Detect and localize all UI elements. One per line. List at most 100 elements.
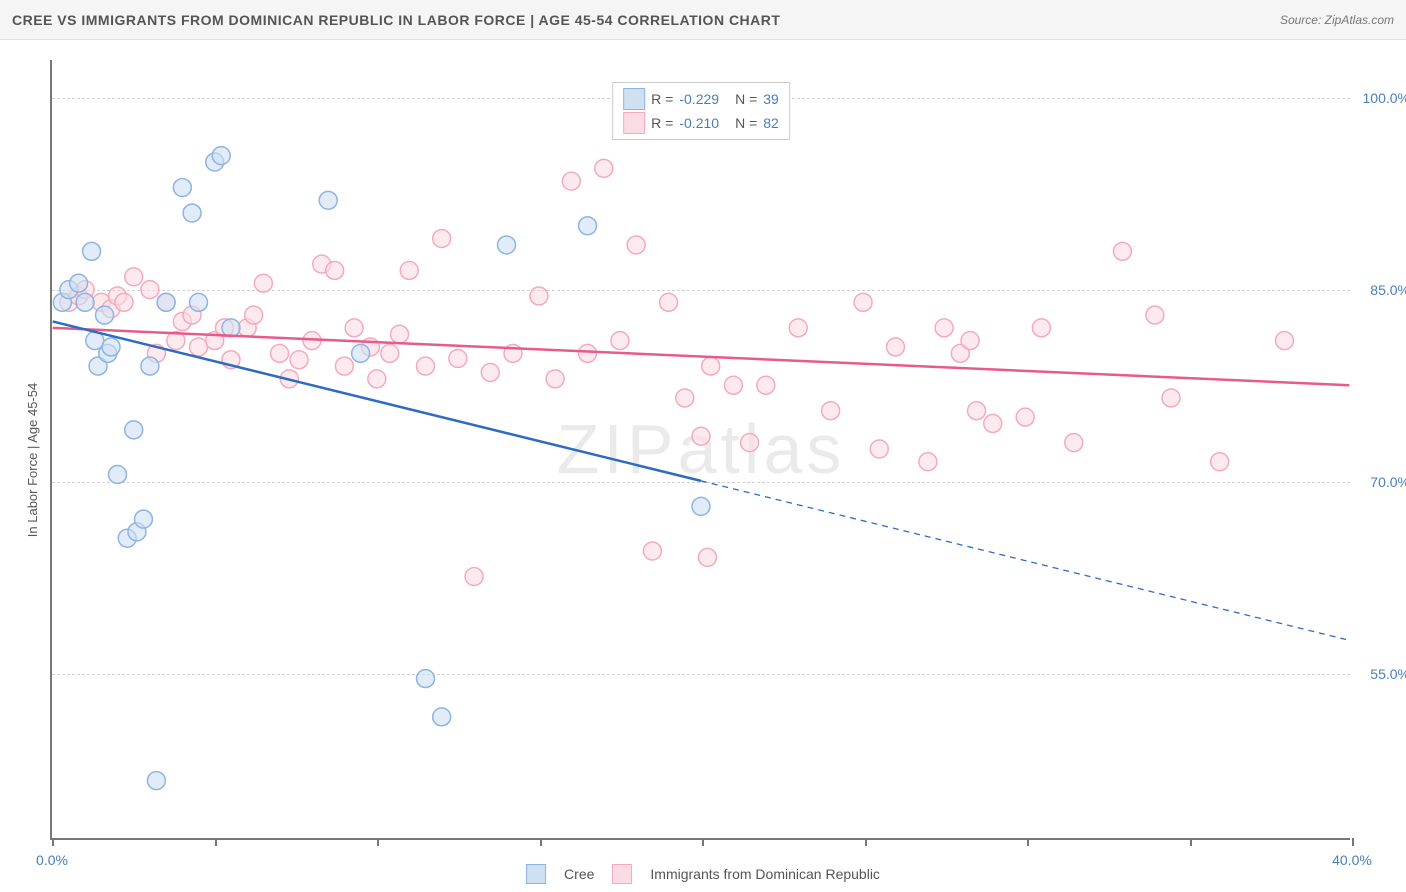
- chart-container: In Labor Force | Age 45-54 ZIPatlas R = …: [0, 40, 1406, 892]
- scatter-point: [335, 357, 353, 375]
- x-tick: [1190, 838, 1192, 846]
- x-tick: [702, 838, 704, 846]
- legend-n-value-dominican: 82: [763, 115, 779, 131]
- y-tick-label: 100.0%: [1355, 90, 1406, 106]
- scatter-point: [433, 230, 451, 248]
- scatter-point: [115, 293, 133, 311]
- scatter-point: [465, 568, 483, 586]
- legend-n-label: N =: [735, 115, 757, 131]
- x-tick-label: 40.0%: [1332, 852, 1372, 868]
- legend-correlation-box: R = -0.229 N = 39 R = -0.210 N = 82: [612, 82, 790, 140]
- scatter-point: [125, 421, 143, 439]
- scatter-point: [968, 402, 986, 420]
- scatter-point: [887, 338, 905, 356]
- scatter-point: [919, 453, 937, 471]
- scatter-point: [391, 325, 409, 343]
- scatter-point: [134, 510, 152, 528]
- scatter-point: [319, 191, 337, 209]
- scatter-point: [183, 204, 201, 222]
- legend-n-label: N =: [735, 91, 757, 107]
- y-axis-title: In Labor Force | Age 45-54: [25, 383, 40, 537]
- legend-n-value-cree: 39: [763, 91, 779, 107]
- legend-r-label: R =: [651, 91, 673, 107]
- scatter-plot-svg: [52, 60, 1350, 838]
- scatter-point: [416, 670, 434, 688]
- scatter-point: [870, 440, 888, 458]
- scatter-point: [854, 293, 872, 311]
- scatter-point: [125, 268, 143, 286]
- scatter-point: [352, 344, 370, 362]
- x-tick: [1027, 838, 1029, 846]
- legend-r-value-cree: -0.229: [679, 91, 719, 107]
- scatter-point: [741, 434, 759, 452]
- scatter-point: [676, 389, 694, 407]
- y-tick-label: 70.0%: [1355, 474, 1406, 490]
- x-tick: [1352, 838, 1354, 846]
- scatter-point: [345, 319, 363, 337]
- scatter-point: [222, 319, 240, 337]
- scatter-point: [271, 344, 289, 362]
- scatter-point: [1065, 434, 1083, 452]
- scatter-point: [530, 287, 548, 305]
- scatter-point: [141, 357, 159, 375]
- legend-label-dominican: Immigrants from Dominican Republic: [650, 866, 880, 882]
- scatter-point: [326, 261, 344, 279]
- scatter-point: [692, 427, 710, 445]
- legend-swatch-cree: [526, 864, 546, 884]
- scatter-point: [699, 548, 717, 566]
- scatter-point: [245, 306, 263, 324]
- scatter-point: [1162, 389, 1180, 407]
- scatter-point: [935, 319, 953, 337]
- chart-title: CREE VS IMMIGRANTS FROM DOMINICAN REPUBL…: [12, 12, 780, 28]
- regression-line-dominican: [53, 328, 1350, 385]
- scatter-point: [961, 332, 979, 350]
- legend-series: Cree Immigrants from Dominican Republic: [526, 864, 880, 884]
- scatter-point: [498, 236, 516, 254]
- scatter-point: [789, 319, 807, 337]
- scatter-point: [660, 293, 678, 311]
- scatter-point: [643, 542, 661, 560]
- scatter-point: [1211, 453, 1229, 471]
- legend-swatch-dominican: [623, 112, 645, 134]
- scatter-point: [757, 376, 775, 394]
- y-tick-label: 55.0%: [1355, 666, 1406, 682]
- legend-label-cree: Cree: [564, 866, 594, 882]
- scatter-point: [433, 708, 451, 726]
- legend-r-value-dominican: -0.210: [679, 115, 719, 131]
- scatter-point: [141, 281, 159, 299]
- scatter-point: [1016, 408, 1034, 426]
- scatter-point: [400, 261, 418, 279]
- scatter-point: [702, 357, 720, 375]
- scatter-point: [290, 351, 308, 369]
- legend-row-dominican: R = -0.210 N = 82: [623, 111, 779, 135]
- scatter-point: [96, 306, 114, 324]
- scatter-point: [1113, 242, 1131, 260]
- scatter-point: [562, 172, 580, 190]
- scatter-point: [546, 370, 564, 388]
- scatter-point: [1032, 319, 1050, 337]
- legend-r-label: R =: [651, 115, 673, 131]
- scatter-point: [481, 363, 499, 381]
- scatter-point: [692, 497, 710, 515]
- scatter-point: [579, 344, 597, 362]
- scatter-point: [212, 147, 230, 165]
- scatter-point: [190, 338, 208, 356]
- scatter-point: [157, 293, 175, 311]
- scatter-point: [76, 293, 94, 311]
- y-tick-label: 85.0%: [1355, 282, 1406, 298]
- source-attribution: Source: ZipAtlas.com: [1280, 13, 1394, 27]
- scatter-point: [595, 159, 613, 177]
- scatter-point: [109, 466, 127, 484]
- scatter-point: [83, 242, 101, 260]
- scatter-point: [173, 179, 191, 197]
- regression-line-cree-dashed: [701, 481, 1349, 640]
- scatter-point: [822, 402, 840, 420]
- scatter-point: [147, 772, 165, 790]
- scatter-point: [579, 217, 597, 235]
- legend-row-cree: R = -0.229 N = 39: [623, 87, 779, 111]
- scatter-point: [724, 376, 742, 394]
- x-tick-label: 0.0%: [36, 852, 68, 868]
- scatter-point: [449, 349, 467, 367]
- x-tick: [540, 838, 542, 846]
- scatter-point: [70, 274, 88, 292]
